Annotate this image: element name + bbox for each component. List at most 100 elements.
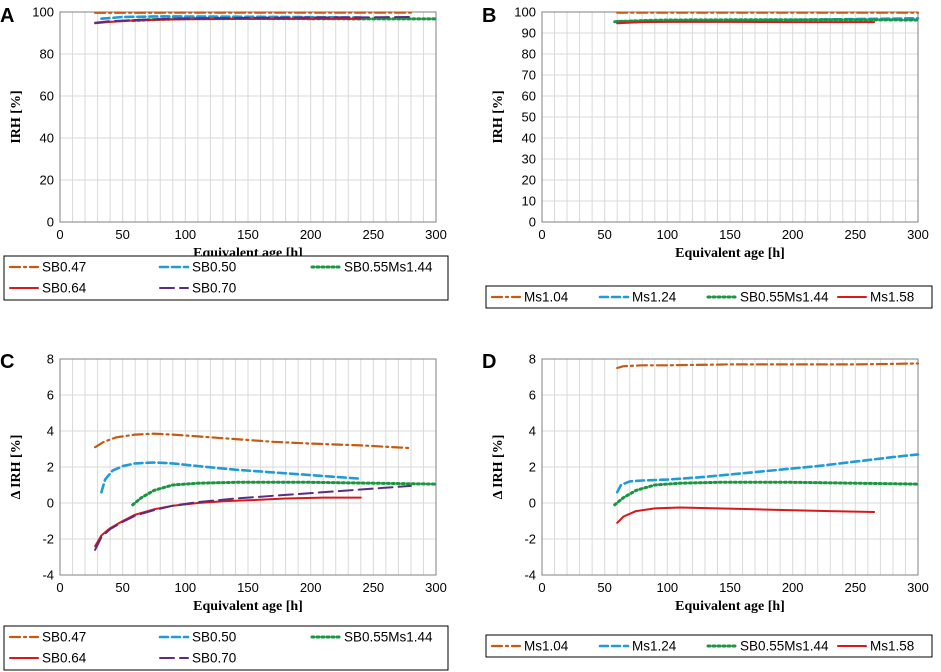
y-tick-label: -4	[42, 568, 54, 583]
series-line-ms1-58	[616, 506, 876, 524]
panel-label-a: A	[0, 5, 14, 27]
x-axis-label: Equivalent age [h]	[193, 599, 303, 614]
y-tick-label: 0	[47, 215, 54, 230]
series-line-sb0-64	[94, 17, 362, 25]
x-tick-label: 50	[597, 580, 611, 595]
legend-label-sb0-64: SB0.64	[42, 651, 87, 666]
x-tick-label: 150	[719, 227, 741, 242]
x-tick-label: 200	[300, 580, 322, 595]
x-axis-label: Equivalent age [h]	[675, 246, 785, 261]
plot-area-frame	[541, 11, 919, 223]
x-tick-label: 0	[56, 580, 63, 595]
y-tick-label: 2	[47, 460, 54, 475]
y-tick-label: 0	[529, 496, 536, 511]
legend-label-sb0-70: SB0.70	[192, 651, 236, 666]
y-axis-label: Δ IRH [%]	[9, 435, 24, 500]
y-tick-label: -2	[42, 532, 54, 547]
y-tick-label: 90	[522, 26, 536, 41]
x-tick-label: 100	[656, 580, 678, 595]
y-tick-label: 100	[514, 5, 536, 20]
y-tick-label: 60	[522, 89, 536, 104]
y-tick-label: 2	[529, 460, 536, 475]
legend-label-ms1-04: Ms1.04	[524, 639, 569, 654]
y-tick-label: 70	[522, 68, 536, 83]
legend-label-sb0-64: SB0.64	[42, 281, 87, 296]
series-line-ms1-24	[615, 453, 920, 494]
x-tick-label: 200	[782, 580, 804, 595]
y-tick-label: 10	[522, 194, 536, 209]
x-tick-label: 300	[907, 227, 929, 242]
y-tick-label: 8	[47, 352, 54, 367]
legend-label-sb0-47: SB0.47	[42, 260, 86, 275]
series-line-sb0-55ms1-44	[613, 18, 920, 24]
y-tick-label: 4	[529, 424, 536, 439]
panel-label-b: B	[482, 5, 496, 27]
series-line-sb0-70	[94, 484, 412, 551]
x-tick-label: 50	[115, 227, 129, 242]
y-tick-label: 6	[47, 388, 54, 403]
x-tick-label: 300	[425, 580, 447, 595]
y-tick-label: 4	[47, 424, 54, 439]
legend-label-ms1-58: Ms1.58	[870, 290, 914, 305]
plot-area-frame	[59, 358, 437, 576]
legend-label-ms1-24: Ms1.24	[632, 290, 677, 305]
plot-area-frame	[541, 358, 919, 576]
series-line-sb0-50	[100, 461, 363, 494]
x-tick-label: 50	[597, 227, 611, 242]
x-tick-label: 250	[362, 580, 384, 595]
x-tick-label: 200	[300, 227, 322, 242]
series-line-sb0-47	[93, 432, 412, 450]
y-tick-label: 0	[47, 496, 54, 511]
legend-label-sb0-55ms1-44: SB0.55Ms1.44	[740, 639, 829, 654]
y-tick-label: 60	[40, 89, 54, 104]
legend-label-sb0-50: SB0.50	[192, 630, 236, 645]
legend-ac-2: SB0.47 SB0.50 SB0.55Ms1.44 SB0.64 SB0.70	[3, 625, 449, 671]
x-tick-label: 150	[237, 227, 259, 242]
y-tick-label: 50	[522, 110, 536, 125]
legend-label-sb0-55ms1-44: SB0.55Ms1.44	[344, 260, 433, 275]
legend-bd-1: Ms1.04 Ms1.24 SB0.55Ms1.44 Ms1.58	[485, 285, 933, 309]
legend-label-sb0-70: SB0.70	[192, 281, 236, 296]
legend-label-sb0-55ms1-44: SB0.55Ms1.44	[740, 290, 829, 305]
series-line-sb0-70	[94, 16, 412, 24]
x-tick-label: 100	[174, 227, 196, 242]
legend-ac-1: SB0.47 SB0.50 SB0.55Ms1.44 SB0.64 SB0.70	[3, 255, 449, 301]
legend-label-sb0-47: SB0.47	[42, 630, 86, 645]
y-tick-label: 8	[529, 352, 536, 367]
y-tick-label: 30	[522, 152, 536, 167]
legend-label-ms1-04: Ms1.04	[524, 290, 569, 305]
legend-label-sb0-55ms1-44: SB0.55Ms1.44	[344, 630, 433, 645]
plot-area-frame	[59, 11, 437, 223]
x-axis-label: Equivalent age [h]	[675, 599, 785, 614]
x-tick-label: 150	[719, 580, 741, 595]
x-tick-label: 0	[538, 227, 545, 242]
legend-frame	[3, 255, 449, 301]
x-tick-label: 150	[237, 580, 259, 595]
series-line-ms1-04	[616, 362, 920, 370]
y-tick-label: 20	[522, 173, 536, 188]
chart-panel-c: -4 -2 0 2 4 6 8 0 50 100 150 200 250 300 Equivalent ag…	[0, 351, 447, 614]
y-axis-label: IRH [%]	[9, 90, 24, 143]
x-tick-label: 300	[425, 227, 447, 242]
x-tick-label: 250	[844, 580, 866, 595]
series-line-sb0-55ms1-44	[131, 480, 438, 507]
series-line-sb0-55ms1-44	[613, 480, 920, 507]
y-tick-label: 40	[40, 131, 54, 146]
y-tick-label: 80	[40, 47, 54, 62]
legend-bd-2: Ms1.04 Ms1.24 SB0.55Ms1.44 Ms1.58	[485, 634, 933, 658]
x-tick-label: 250	[362, 227, 384, 242]
legend-label-sb0-50: SB0.50	[192, 260, 236, 275]
x-tick-label: 100	[174, 580, 196, 595]
chart-panel-d: -4 -2 0 2 4 6 8 0 50 100 150 200 250 300 Equivalent ag…	[482, 351, 929, 614]
y-tick-label: 0	[529, 215, 536, 230]
chart-panel-b: 0 10 20 30 40 50 60 70 80 90 100 0 50 100 150 200 250 300…	[482, 5, 929, 262]
series-line-ms1-58	[616, 20, 876, 25]
x-tick-label: 200	[782, 227, 804, 242]
x-tick-label: 100	[656, 227, 678, 242]
legend-label-ms1-24: Ms1.24	[632, 639, 677, 654]
x-tick-label: 0	[56, 227, 63, 242]
x-tick-label: 0	[538, 580, 545, 595]
y-tick-label: 80	[522, 47, 536, 62]
